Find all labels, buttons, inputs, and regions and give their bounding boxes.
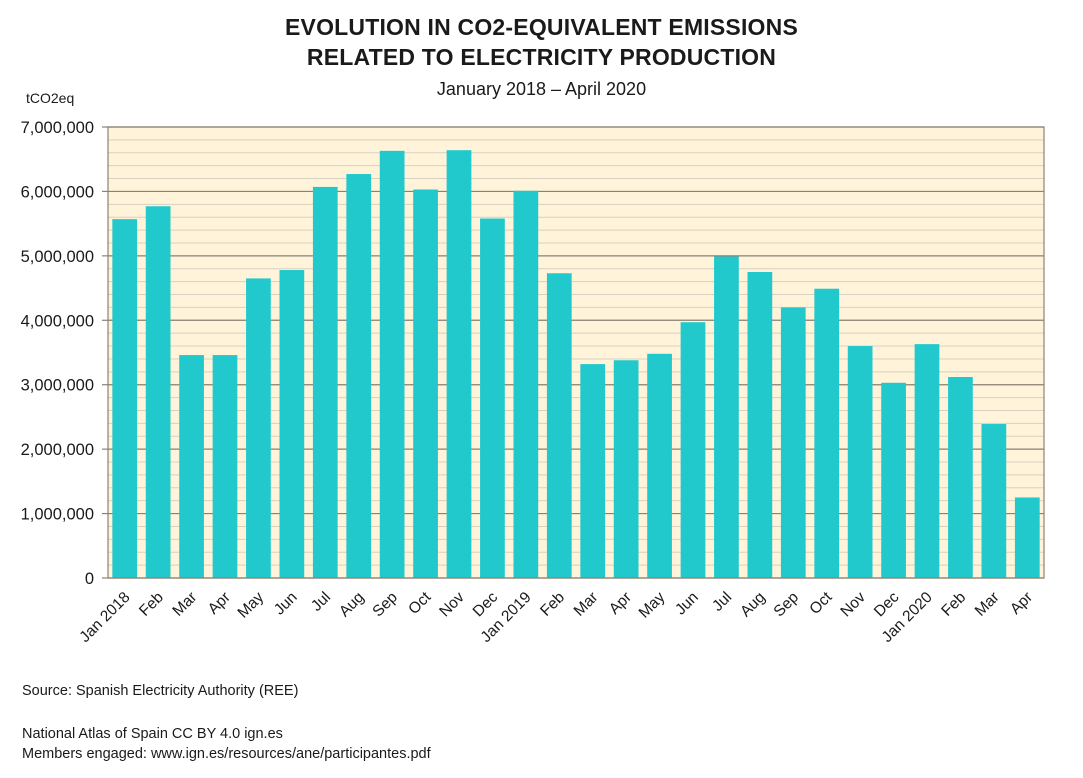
x-tick-label: Sep <box>369 589 401 621</box>
source-note: Source: Spanish Electricity Authority (R… <box>22 683 299 699</box>
bars <box>112 150 1040 579</box>
x-tick-label: Jun <box>271 589 301 619</box>
x-tick-label: Jul <box>308 589 334 615</box>
bar-2 <box>179 355 204 578</box>
x-tick-label: Aug <box>336 589 368 621</box>
chart-title-line-1: EVOLUTION IN CO2-EQUIVALENT EMISSIONS <box>284 14 799 40</box>
x-tick-label: Jun <box>672 589 702 619</box>
x-tick-label: Jan 2018 <box>76 589 133 646</box>
bar-8 <box>379 150 405 579</box>
x-tick-label: Nov <box>837 589 869 621</box>
x-tick-label: Jul <box>709 589 735 615</box>
bar-3 <box>212 355 238 578</box>
members-link: Members engaged: www.ign.es/resources/an… <box>22 746 431 762</box>
bar-1 <box>145 206 171 579</box>
bar-14 <box>580 364 606 578</box>
x-tick-label: Aug <box>737 589 769 621</box>
x-tick-label: May <box>235 589 268 622</box>
bar-15 <box>613 360 639 578</box>
bar-17 <box>680 322 706 578</box>
y-axis-label: tCO2eq <box>26 90 75 106</box>
y-tick-label: 1,000,000 <box>21 506 94 524</box>
bar-11 <box>480 218 505 578</box>
bar-18 <box>714 256 739 578</box>
atlas-credit: National Atlas of Spain CC BY 4.0 ign.es <box>22 726 283 742</box>
bar-23 <box>881 382 906 578</box>
y-tick-label: 4,000,000 <box>21 312 94 330</box>
x-tick-label: Oct <box>806 588 836 618</box>
x-tick-label: Feb <box>136 589 167 620</box>
bar-25 <box>948 376 973 578</box>
x-tick-label: Mar <box>571 589 602 620</box>
plot-frame <box>107 126 1045 579</box>
bar-13 <box>546 273 572 578</box>
chart-subtitle: January 2018 – April 2020 <box>436 79 647 99</box>
y-tick-label: 7,000,000 <box>21 119 94 137</box>
x-tick-label: Apr <box>205 589 234 618</box>
x-tick-label: Nov <box>436 589 468 621</box>
bar-22 <box>847 346 873 578</box>
x-tick-label: Feb <box>938 589 969 620</box>
bar-21 <box>814 288 840 578</box>
bar-16 <box>647 353 672 578</box>
x-tick-label: Oct <box>405 588 435 618</box>
x-tick-label: Mar <box>972 589 1003 620</box>
bar-9 <box>413 189 438 578</box>
bar-19 <box>747 271 773 578</box>
x-tick-label: Feb <box>537 589 568 620</box>
x-tick-label: Mar <box>169 589 200 620</box>
bar-0 <box>112 219 138 578</box>
bar-26 <box>981 424 1007 578</box>
bar-27 <box>1014 497 1040 578</box>
x-axis-ticks: Jan 2018 Feb Mar Apr May Jun Jul Aug Sep Oct Nov De… <box>76 588 1036 646</box>
bar-24 <box>914 344 940 578</box>
y-tick-label: 2,000,000 <box>21 441 94 459</box>
bar-4 <box>246 278 271 578</box>
bar-20 <box>780 307 806 578</box>
y-tick-label: 6,000,000 <box>21 183 94 201</box>
x-tick-label: May <box>636 589 669 622</box>
x-tick-label: Apr <box>1007 589 1036 618</box>
bar-7 <box>346 174 372 579</box>
bar-10 <box>446 150 472 579</box>
y-tick-label: 5,000,000 <box>21 248 94 266</box>
y-tick-label: 0 <box>85 570 94 588</box>
bar-6 <box>312 186 338 578</box>
bar-5 <box>279 270 305 578</box>
y-axis-ticks: 0 1,000,000 2,000,000 3,000,000 4,000,000 5,0… <box>21 119 108 588</box>
x-tick-label: Apr <box>606 589 635 618</box>
chart-title-line-2: RELATED TO ELECTRICITY PRODUCTION <box>306 44 777 70</box>
x-tick-label: Sep <box>771 589 803 621</box>
bar-12 <box>513 190 539 578</box>
y-tick-label: 3,000,000 <box>21 377 94 395</box>
